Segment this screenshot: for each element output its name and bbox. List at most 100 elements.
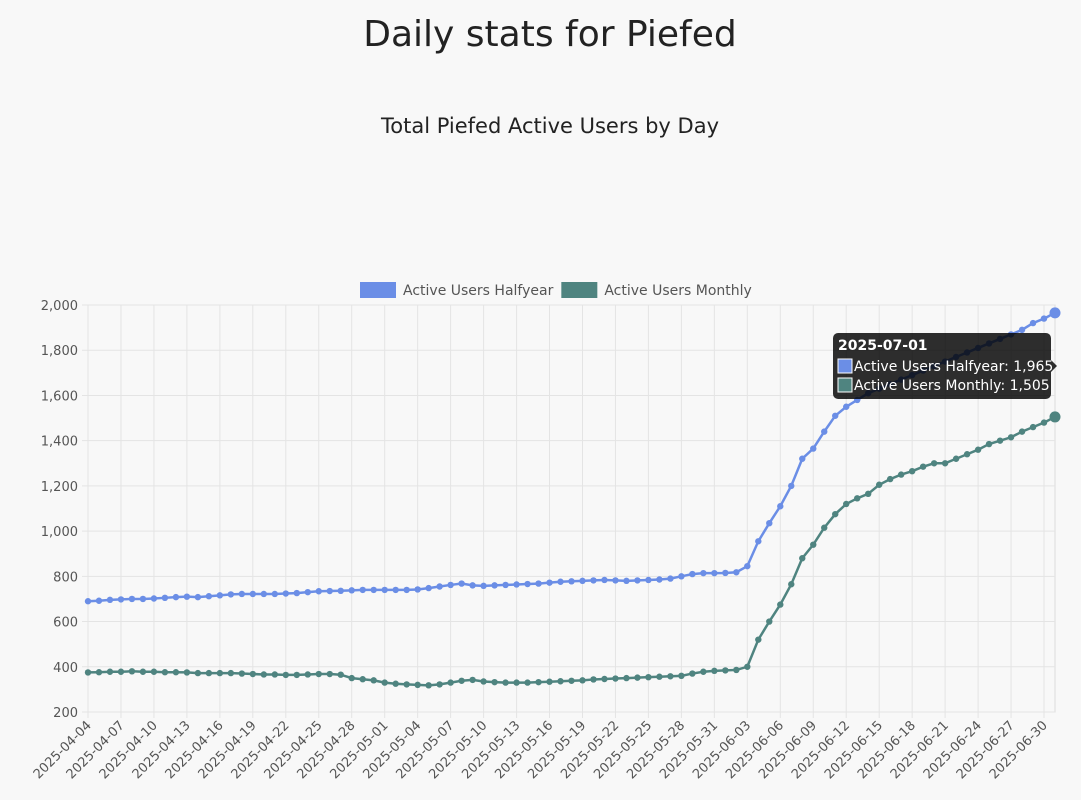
data-point: [447, 679, 454, 686]
data-point: [326, 670, 333, 678]
data-point: [436, 583, 443, 590]
data-point: [513, 679, 520, 686]
data-point: [722, 667, 729, 674]
y-tick-label: 600: [53, 616, 78, 631]
data-point: [458, 677, 465, 684]
data-point: [557, 578, 564, 585]
data-point: [919, 463, 927, 470]
legend-swatch: [360, 282, 396, 298]
data-point: [733, 569, 740, 576]
data-point: [447, 581, 454, 589]
data-point: [84, 669, 92, 676]
data-point: [381, 679, 388, 686]
tooltip: 2025-07-01 Active Users Halfyear: 1,965 Ac…: [833, 333, 1057, 399]
data-point: [150, 595, 158, 602]
y-tick-label: 2,000: [41, 299, 78, 314]
data-point: [326, 587, 333, 595]
data-point: [480, 582, 487, 590]
data-point: [293, 589, 300, 597]
data-point: [897, 471, 905, 478]
data-point: [304, 671, 311, 678]
data-point: [1018, 326, 1026, 334]
data-point: [722, 569, 729, 577]
data-point: [128, 668, 136, 675]
data-point: [348, 587, 355, 594]
data-point: [1049, 307, 1061, 319]
data-point: [502, 581, 509, 589]
data-point: [744, 663, 751, 670]
data-point: [315, 588, 322, 595]
data-point: [766, 618, 773, 625]
data-point: [337, 587, 344, 595]
data-point: [941, 460, 949, 467]
data-point: [843, 403, 850, 410]
data-point: [425, 682, 432, 689]
data-point: [238, 590, 246, 598]
data-point: [1029, 423, 1037, 431]
data-point: [205, 593, 213, 600]
tooltip-title: 2025-07-01: [838, 338, 928, 354]
data-point: [590, 577, 597, 584]
data-point: [436, 681, 443, 688]
data-point: [106, 596, 114, 604]
data-point: [1029, 319, 1037, 327]
data-point: [755, 636, 762, 643]
y-tick-label: 1,200: [41, 480, 78, 495]
data-point: [139, 595, 147, 603]
data-point: [908, 467, 916, 475]
data-point: [1040, 419, 1048, 426]
tooltip-item: Active Users Monthly: 1,505: [854, 378, 1050, 394]
data-point: [359, 676, 366, 683]
data-point: [524, 679, 531, 686]
data-point: [667, 673, 674, 680]
legend-swatch: [561, 282, 598, 298]
data-point: [700, 668, 707, 675]
data-point: [282, 590, 289, 597]
data-point: [788, 581, 795, 588]
data-point: [1018, 428, 1026, 435]
data-point: [172, 593, 180, 601]
data-point: [370, 586, 377, 594]
data-point: [546, 579, 553, 586]
data-point: [216, 669, 224, 677]
data-point: [963, 451, 971, 458]
tooltip-caret: [1051, 360, 1057, 372]
data-point: [535, 580, 542, 587]
data-point: [854, 495, 861, 502]
data-point: [930, 460, 938, 467]
data-point: [172, 669, 180, 676]
data-point: [469, 582, 476, 589]
data-point: [216, 592, 224, 599]
data-point: [755, 538, 762, 545]
data-point: [766, 519, 773, 527]
data-point: [601, 576, 608, 584]
data-point: [1049, 411, 1061, 423]
data-point: [788, 482, 795, 490]
data-point: [821, 428, 828, 435]
data-point: [205, 669, 213, 677]
data-point: [458, 580, 465, 587]
data-point: [502, 679, 509, 686]
data-point: [161, 594, 169, 602]
data-point: [700, 569, 707, 577]
data-point: [271, 671, 279, 678]
data-point: [139, 668, 147, 675]
data-point: [711, 569, 718, 577]
data-point: [315, 670, 322, 678]
data-point: [227, 591, 235, 598]
data-point: [645, 673, 652, 681]
data-point: [513, 581, 520, 588]
data-point: [183, 669, 191, 676]
data-point: [623, 577, 630, 585]
data-point: [1007, 434, 1015, 441]
chart-title: Total Piefed Active Users by Day: [380, 114, 719, 138]
data-point: [579, 577, 586, 585]
data-point: [370, 677, 377, 684]
data-point: [524, 580, 531, 588]
data-point: [985, 440, 993, 448]
data-point: [689, 670, 696, 677]
data-point: [656, 576, 663, 583]
data-point: [337, 671, 344, 678]
data-point: [612, 577, 619, 584]
data-point: [678, 573, 685, 580]
